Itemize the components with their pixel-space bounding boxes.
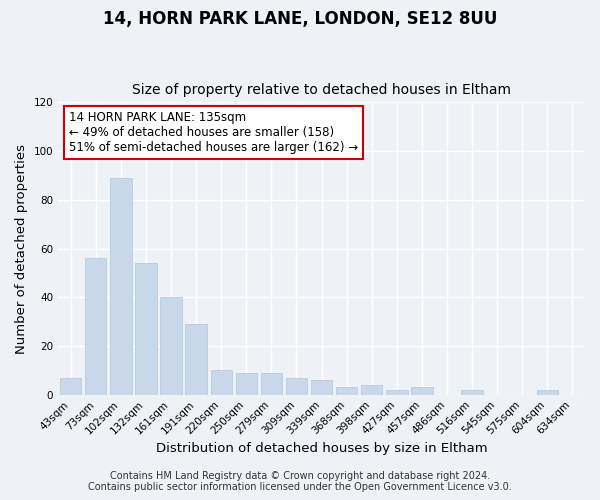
- Bar: [160, 298, 182, 394]
- X-axis label: Distribution of detached houses by size in Eltham: Distribution of detached houses by size …: [156, 442, 487, 455]
- Bar: [336, 388, 358, 394]
- Bar: [110, 178, 131, 394]
- Bar: [60, 378, 82, 394]
- Bar: [537, 390, 558, 394]
- Bar: [361, 385, 382, 394]
- Text: 14, HORN PARK LANE, LONDON, SE12 8UU: 14, HORN PARK LANE, LONDON, SE12 8UU: [103, 10, 497, 28]
- Bar: [85, 258, 106, 394]
- Bar: [185, 324, 207, 394]
- Title: Size of property relative to detached houses in Eltham: Size of property relative to detached ho…: [132, 83, 511, 97]
- Bar: [411, 388, 433, 394]
- Y-axis label: Number of detached properties: Number of detached properties: [15, 144, 28, 354]
- Bar: [311, 380, 332, 394]
- Bar: [211, 370, 232, 394]
- Text: 14 HORN PARK LANE: 135sqm
← 49% of detached houses are smaller (158)
51% of semi: 14 HORN PARK LANE: 135sqm ← 49% of detac…: [69, 111, 358, 154]
- Bar: [136, 263, 157, 394]
- Bar: [236, 373, 257, 394]
- Bar: [261, 373, 282, 394]
- Bar: [286, 378, 307, 394]
- Text: Contains HM Land Registry data © Crown copyright and database right 2024.
Contai: Contains HM Land Registry data © Crown c…: [88, 471, 512, 492]
- Bar: [386, 390, 407, 394]
- Bar: [461, 390, 483, 394]
